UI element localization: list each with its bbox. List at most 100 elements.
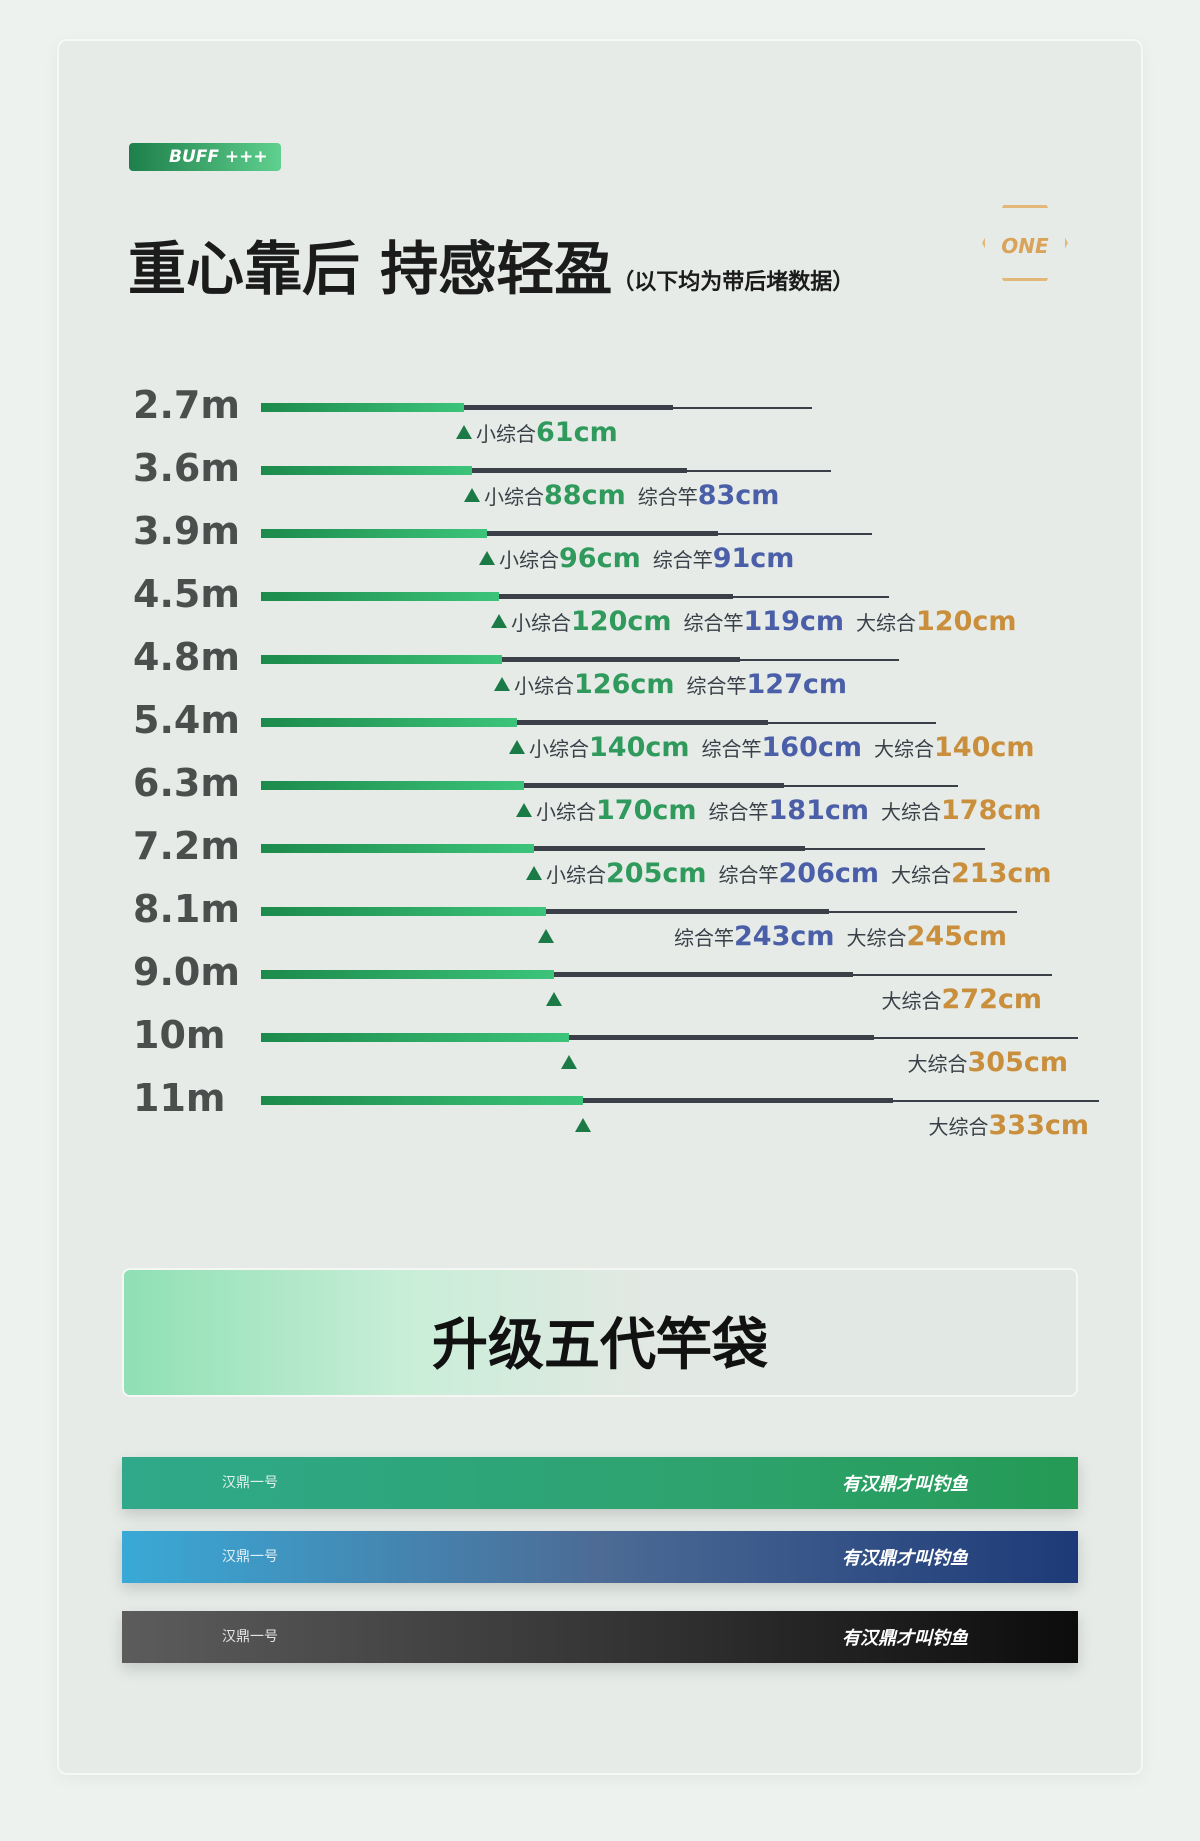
spec-label: 综合竿 <box>708 800 769 824</box>
rod-tip <box>852 974 1052 976</box>
rod-length: 2.7m <box>133 383 240 427</box>
spec-label: 综合竿 <box>652 548 713 572</box>
spec: 小综合140cm <box>529 732 690 763</box>
rod-mid <box>502 657 741 662</box>
spec-value: 61cm <box>536 417 618 448</box>
spec-value: 83cm <box>697 480 780 511</box>
rod-mid <box>569 1035 875 1040</box>
rod-mid <box>487 531 718 536</box>
spec-value: 120cm <box>916 606 1017 637</box>
balance-mark <box>491 614 507 628</box>
rod-length: 8.1m <box>133 887 240 931</box>
rod-tip <box>733 596 889 598</box>
spec-value: 205cm <box>606 858 707 889</box>
spec-label: 综合竿 <box>637 485 698 509</box>
badge: ONE <box>982 205 1068 281</box>
bag: 汉鼎一号 有汉鼎才叫钓鱼 <box>122 1531 1078 1583</box>
spec: 小综合170cm <box>536 795 697 826</box>
title: 重心靠后 持感轻盈（以下均为带后堵数据） <box>128 222 854 306</box>
spec-list: 小综合96cm 综合竿91cm <box>499 543 794 574</box>
spec: 小综合126cm <box>514 669 675 700</box>
spec-value: 305cm <box>967 1047 1069 1078</box>
rod-butt <box>261 718 517 727</box>
bag-slogan: 有汉鼎才叫钓鱼 <box>842 1474 968 1495</box>
spec-label: 大综合 <box>928 1115 989 1139</box>
spec-label: 大综合 <box>881 800 941 824</box>
rod-mid <box>546 909 829 914</box>
rod-butt <box>261 1096 583 1105</box>
spec-value: 88cm <box>544 480 626 511</box>
spec: 小综合205cm <box>546 858 707 889</box>
bag-slogan: 有汉鼎才叫钓鱼 <box>842 1628 968 1649</box>
rod-length: 9.0m <box>133 950 240 994</box>
rod-tip <box>718 533 872 535</box>
rod-butt <box>261 844 534 853</box>
rod-mid <box>517 720 769 725</box>
spec: 综合竿83cm <box>638 480 780 511</box>
rod-butt <box>261 781 524 790</box>
spec-value: 127cm <box>746 669 848 700</box>
spec-label: 小综合 <box>536 800 596 824</box>
brand-logo: BUFF +++ <box>129 143 281 171</box>
spec-label: 小综合 <box>546 863 606 887</box>
rod-tip <box>892 1100 1099 1102</box>
spec: 大综合120cm <box>856 606 1017 637</box>
spec-value: 91cm <box>712 543 795 574</box>
spec-list: 综合竿243cm 大综合245cm <box>674 921 1007 952</box>
rod-butt <box>261 592 499 601</box>
spec-value: 170cm <box>596 795 697 826</box>
rod-length: 7.2m <box>133 824 240 868</box>
spec-list: 小综合120cm 综合竿119cm 大综合120cm <box>511 606 1017 637</box>
rod-length: 4.8m <box>133 635 240 679</box>
spec-list: 大综合333cm <box>929 1110 1090 1141</box>
bag-title: 升级五代竿袋 <box>432 1313 768 1378</box>
spec: 综合竿243cm <box>674 921 835 952</box>
rod-length: 3.6m <box>133 446 240 490</box>
spec-label: 小综合 <box>529 737 589 761</box>
balance-mark <box>494 677 510 691</box>
balance-mark <box>561 1055 577 1069</box>
spec-value: 140cm <box>934 732 1035 763</box>
bag-name: 汉鼎一号 <box>222 1549 278 1565</box>
spec-value: 140cm <box>589 732 690 763</box>
note: （以下均为带后堵数据） <box>612 270 855 295</box>
rod-mid <box>524 783 785 788</box>
rod-tip <box>828 911 1017 913</box>
spec: 大综合272cm <box>882 984 1043 1015</box>
spec: 大综合245cm <box>847 921 1008 952</box>
bag-banner <box>122 1268 1078 1397</box>
spec-list: 小综合140cm 综合竿160cm 大综合140cm <box>529 732 1035 763</box>
rod-mid <box>534 846 805 851</box>
rod-mid <box>583 1098 893 1103</box>
rod-mid <box>472 468 688 473</box>
spec-label: 综合竿 <box>683 611 744 635</box>
rod-tip <box>687 470 831 472</box>
spec-value: 272cm <box>941 984 1043 1015</box>
rod-length: 6.3m <box>133 761 240 805</box>
rod-mid <box>499 594 733 599</box>
spec-list: 小综合126cm 综合竿127cm <box>514 669 847 700</box>
rod-butt <box>261 970 554 979</box>
spec-label: 大综合 <box>907 1052 968 1076</box>
spec-label: 小综合 <box>484 485 544 509</box>
spec: 综合竿119cm <box>684 606 845 637</box>
spec: 综合竿127cm <box>687 669 848 700</box>
spec-list: 大综合272cm <box>882 984 1043 1015</box>
spec: 小综合61cm <box>476 417 618 448</box>
spec-label: 综合竿 <box>674 926 734 950</box>
rod-mid <box>464 405 673 410</box>
balance-mark <box>509 740 525 754</box>
rod-length: 10m <box>133 1013 226 1057</box>
rod-tip <box>874 1037 1078 1039</box>
rod-length: 5.4m <box>133 698 240 742</box>
spec-value: 120cm <box>571 606 672 637</box>
spec-label: 大综合 <box>881 989 942 1013</box>
spec: 大综合213cm <box>891 858 1052 889</box>
spec: 综合竿91cm <box>653 543 795 574</box>
spec-label: 综合竿 <box>718 863 779 887</box>
spec-label: 综合竿 <box>686 674 747 698</box>
spec-label: 大综合 <box>874 737 934 761</box>
balance-mark <box>516 803 532 817</box>
rod-butt <box>261 1033 569 1042</box>
